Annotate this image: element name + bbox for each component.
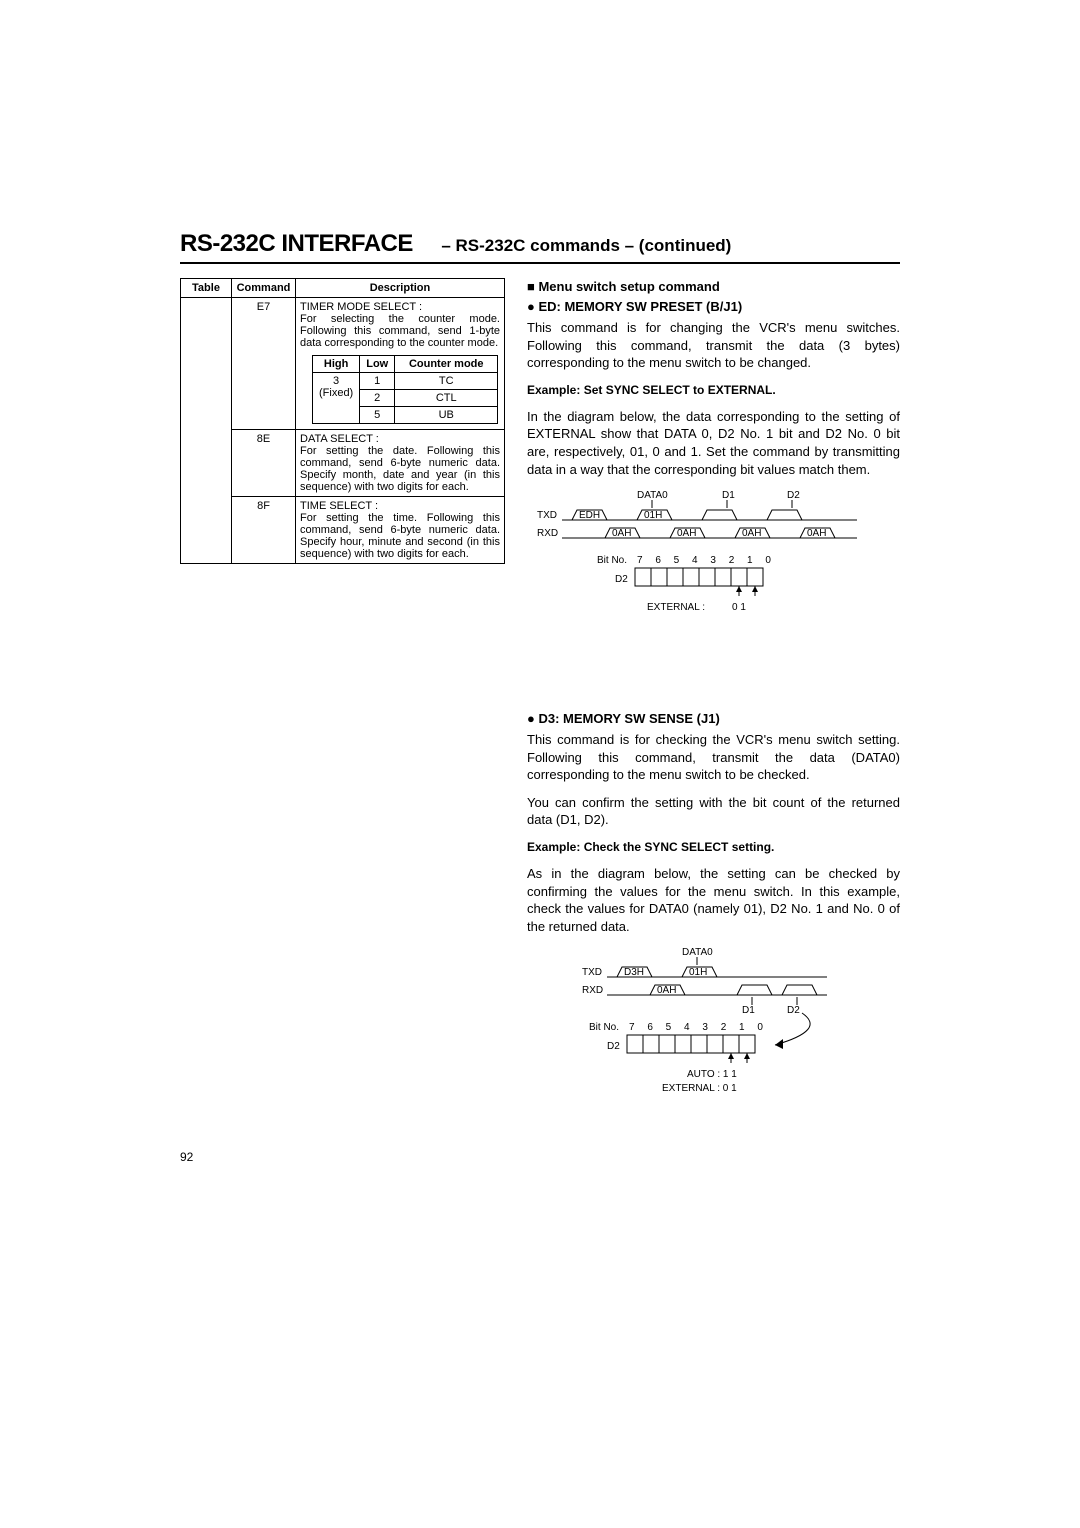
table-row: E7 TIMER MODE SELECT : For selecting the… [181,298,505,430]
lbl-external: EXTERNAL : 0 1 [662,1083,737,1094]
lbl-0ah-2: 0AH [677,528,696,539]
desc-body: For setting the date. Following this com… [300,445,500,493]
lbl-0ah: 0AH [657,985,676,996]
heading-d3: D3: MEMORY SW SENSE (J1) [527,710,900,728]
page: RS-232C INTERFACE – RS-232C commands – (… [180,230,900,1164]
th-command: Command [232,279,296,298]
para-d3-2: You can confirm the setting with the bit… [527,794,900,829]
lbl-data0: DATA0 [637,490,668,501]
heading-menu-switch: Menu switch setup command [527,278,900,296]
right-column: Menu switch setup command ED: MEMORY SW … [527,278,900,1120]
desc-body: For setting the time. Following this com… [300,512,500,560]
left-column: Table Command Description E7 TIMER MODE … [180,278,505,1120]
desc-body: For selecting the counter mode. Followin… [300,313,500,349]
inner-mode: TC [395,373,498,390]
cell-desc: TIMER MODE SELECT : For selecting the co… [296,298,505,430]
page-subtitle: – RS-232C commands – (continued) [441,236,731,255]
lbl-d2row: D2 [607,1041,620,1052]
timing-diagram-icon: DATA0 TXD D3H 01H RXD 0AH [527,945,847,1105]
desc-title: TIMER MODE SELECT : [300,301,500,313]
th-table: Table [181,279,232,298]
para-ed2: In the diagram below, the data correspon… [527,408,900,478]
cell-desc: DATA SELECT : For setting the date. Foll… [296,430,505,497]
lbl-rxd: RXD [537,528,558,539]
cell-desc: TIME SELECT : For setting the time. Foll… [296,497,505,564]
lbl-bits: 7 6 5 4 3 2 1 0 [637,555,776,566]
inner-mode: UB [395,407,498,424]
columns: Table Command Description E7 TIMER MODE … [180,278,900,1120]
lbl-d1: D1 [722,490,735,501]
para-d3-1: This command is for checking the VCR's m… [527,731,900,784]
cell-table-blank [181,298,232,564]
lbl-d2: D2 [787,490,800,501]
diagram-ed: DATA0 D1 D2 TXD EDH 01H [527,488,900,628]
inner-low: 2 [360,390,395,407]
lbl-data0: DATA0 [682,947,713,958]
lbl-rxd: RXD [582,985,603,996]
lbl-txd: TXD [582,967,602,978]
para-d3-3: As in the diagram below, the setting can… [527,865,900,935]
desc-title: DATA SELECT : [300,433,379,445]
lbl-0ah-3: 0AH [742,528,761,539]
lbl-extval: 0 1 [732,602,746,613]
lbl-edh: EDH [579,510,600,521]
heading-ed: ED: MEMORY SW PRESET (B/J1) [527,298,900,316]
lbl-txd: TXD [537,510,557,521]
lbl-d2: D2 [787,1005,800,1016]
timing-diagram-icon: DATA0 D1 D2 TXD EDH 01H [527,488,867,623]
page-title: RS-232C INTERFACE [180,230,413,257]
lbl-0ah-1: 0AH [612,528,631,539]
inner-mode: CTL [395,390,498,407]
desc-title: TIME SELECT : [300,500,378,512]
inner-th-high: High [313,356,360,373]
lbl-d1: D1 [742,1005,755,1016]
inner-header-row: High Low Counter mode [313,356,498,373]
lbl-0ah-4: 0AH [807,528,826,539]
th-description: Description [296,279,505,298]
cell-cmd: E7 [232,298,296,430]
cell-cmd: 8E [232,430,296,497]
lbl-bitno: Bit No. [597,555,627,566]
page-number: 92 [180,1150,900,1164]
lbl-01h: 01H [689,967,707,978]
inner-low: 5 [360,407,395,424]
example-d3: Example: Check the SYNC SELECT setting. [527,839,900,855]
table-header-row: Table Command Description [181,279,505,298]
lbl-bits: 7 6 5 4 3 2 1 0 [629,1022,768,1033]
lbl-auto: AUTO : 1 1 [687,1069,737,1080]
inner-high: 3 (Fixed) [313,373,360,424]
diagram-d3: DATA0 TXD D3H 01H RXD 0AH [527,945,900,1110]
inner-th-mode: Counter mode [395,356,498,373]
lbl-bitno: Bit No. [589,1022,619,1033]
inner-th-low: Low [360,356,395,373]
cell-cmd: 8F [232,497,296,564]
inner-low: 1 [360,373,395,390]
para-ed: This command is for changing the VCR's m… [527,319,900,372]
title-row: RS-232C INTERFACE – RS-232C commands – (… [180,230,900,264]
inner-table: High Low Counter mode 3 (Fixed) 1 TC 2 [312,355,498,424]
example-ed: Example: Set SYNC SELECT to EXTERNAL. [527,382,900,398]
lbl-external: EXTERNAL : [647,602,705,613]
spacer [527,638,900,708]
lbl-d3h: D3H [624,967,644,978]
inner-row: 3 (Fixed) 1 TC [313,373,498,390]
command-table: Table Command Description E7 TIMER MODE … [180,278,505,564]
lbl-01h: 01H [644,510,662,521]
lbl-d2row: D2 [615,574,628,585]
